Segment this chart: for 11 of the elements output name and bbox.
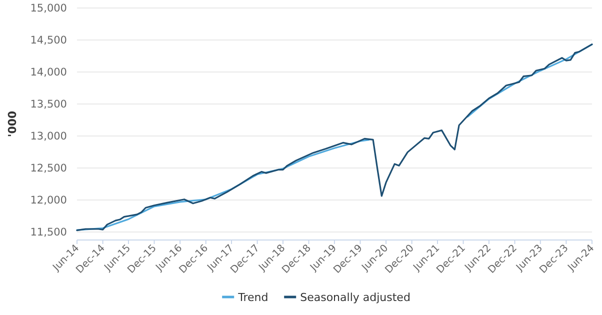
legend-label: Seasonally adjusted [300,290,410,304]
y-tick-label: 13,000 [30,130,67,143]
y-tick-label: 15,000 [30,2,67,15]
y-tick-label: 13,500 [30,98,67,111]
y-tick-label: 12,000 [30,194,67,207]
y-tick-label: 14,500 [30,34,67,47]
y-tick-label: 11,500 [30,226,67,239]
y-tick-label: 14,000 [30,66,67,79]
y-axis-title: '000 [6,110,19,138]
legend-label: Trend [237,290,268,304]
y-tick-label: 12,500 [30,162,67,175]
